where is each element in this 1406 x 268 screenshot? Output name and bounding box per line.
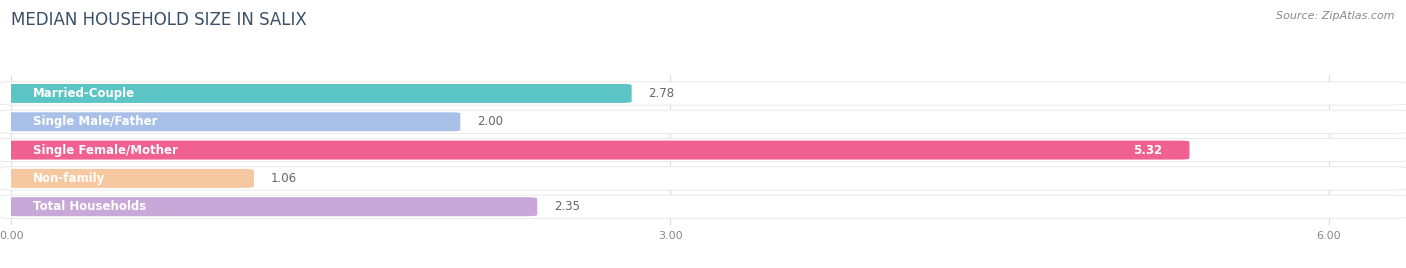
Text: MEDIAN HOUSEHOLD SIZE IN SALIX: MEDIAN HOUSEHOLD SIZE IN SALIX bbox=[11, 11, 307, 29]
Text: 2.78: 2.78 bbox=[648, 87, 675, 100]
FancyBboxPatch shape bbox=[1, 141, 1189, 159]
FancyBboxPatch shape bbox=[1, 112, 460, 131]
FancyBboxPatch shape bbox=[0, 195, 1406, 218]
FancyBboxPatch shape bbox=[1, 197, 537, 216]
Text: 2.35: 2.35 bbox=[554, 200, 579, 213]
Text: Single Male/Father: Single Male/Father bbox=[34, 115, 157, 128]
FancyBboxPatch shape bbox=[0, 167, 1406, 190]
Text: 5.32: 5.32 bbox=[1133, 144, 1161, 157]
Text: 1.06: 1.06 bbox=[270, 172, 297, 185]
FancyBboxPatch shape bbox=[1, 84, 631, 103]
Text: Married-Couple: Married-Couple bbox=[34, 87, 135, 100]
Text: 2.00: 2.00 bbox=[477, 115, 503, 128]
FancyBboxPatch shape bbox=[0, 139, 1406, 162]
Text: Single Female/Mother: Single Female/Mother bbox=[34, 144, 179, 157]
Text: Non-family: Non-family bbox=[34, 172, 105, 185]
FancyBboxPatch shape bbox=[1, 169, 254, 188]
Text: Source: ZipAtlas.com: Source: ZipAtlas.com bbox=[1277, 11, 1395, 21]
FancyBboxPatch shape bbox=[0, 110, 1406, 133]
Text: Total Households: Total Households bbox=[34, 200, 146, 213]
FancyBboxPatch shape bbox=[0, 82, 1406, 105]
